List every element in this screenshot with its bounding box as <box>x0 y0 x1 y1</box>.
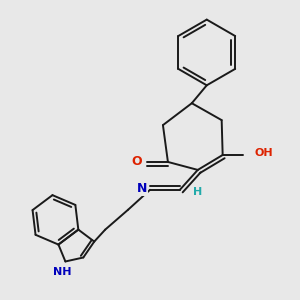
Text: OH: OH <box>254 148 273 158</box>
Text: H: H <box>193 187 203 197</box>
Text: O: O <box>132 155 142 168</box>
Text: NH: NH <box>53 267 72 278</box>
Text: N: N <box>137 182 147 195</box>
